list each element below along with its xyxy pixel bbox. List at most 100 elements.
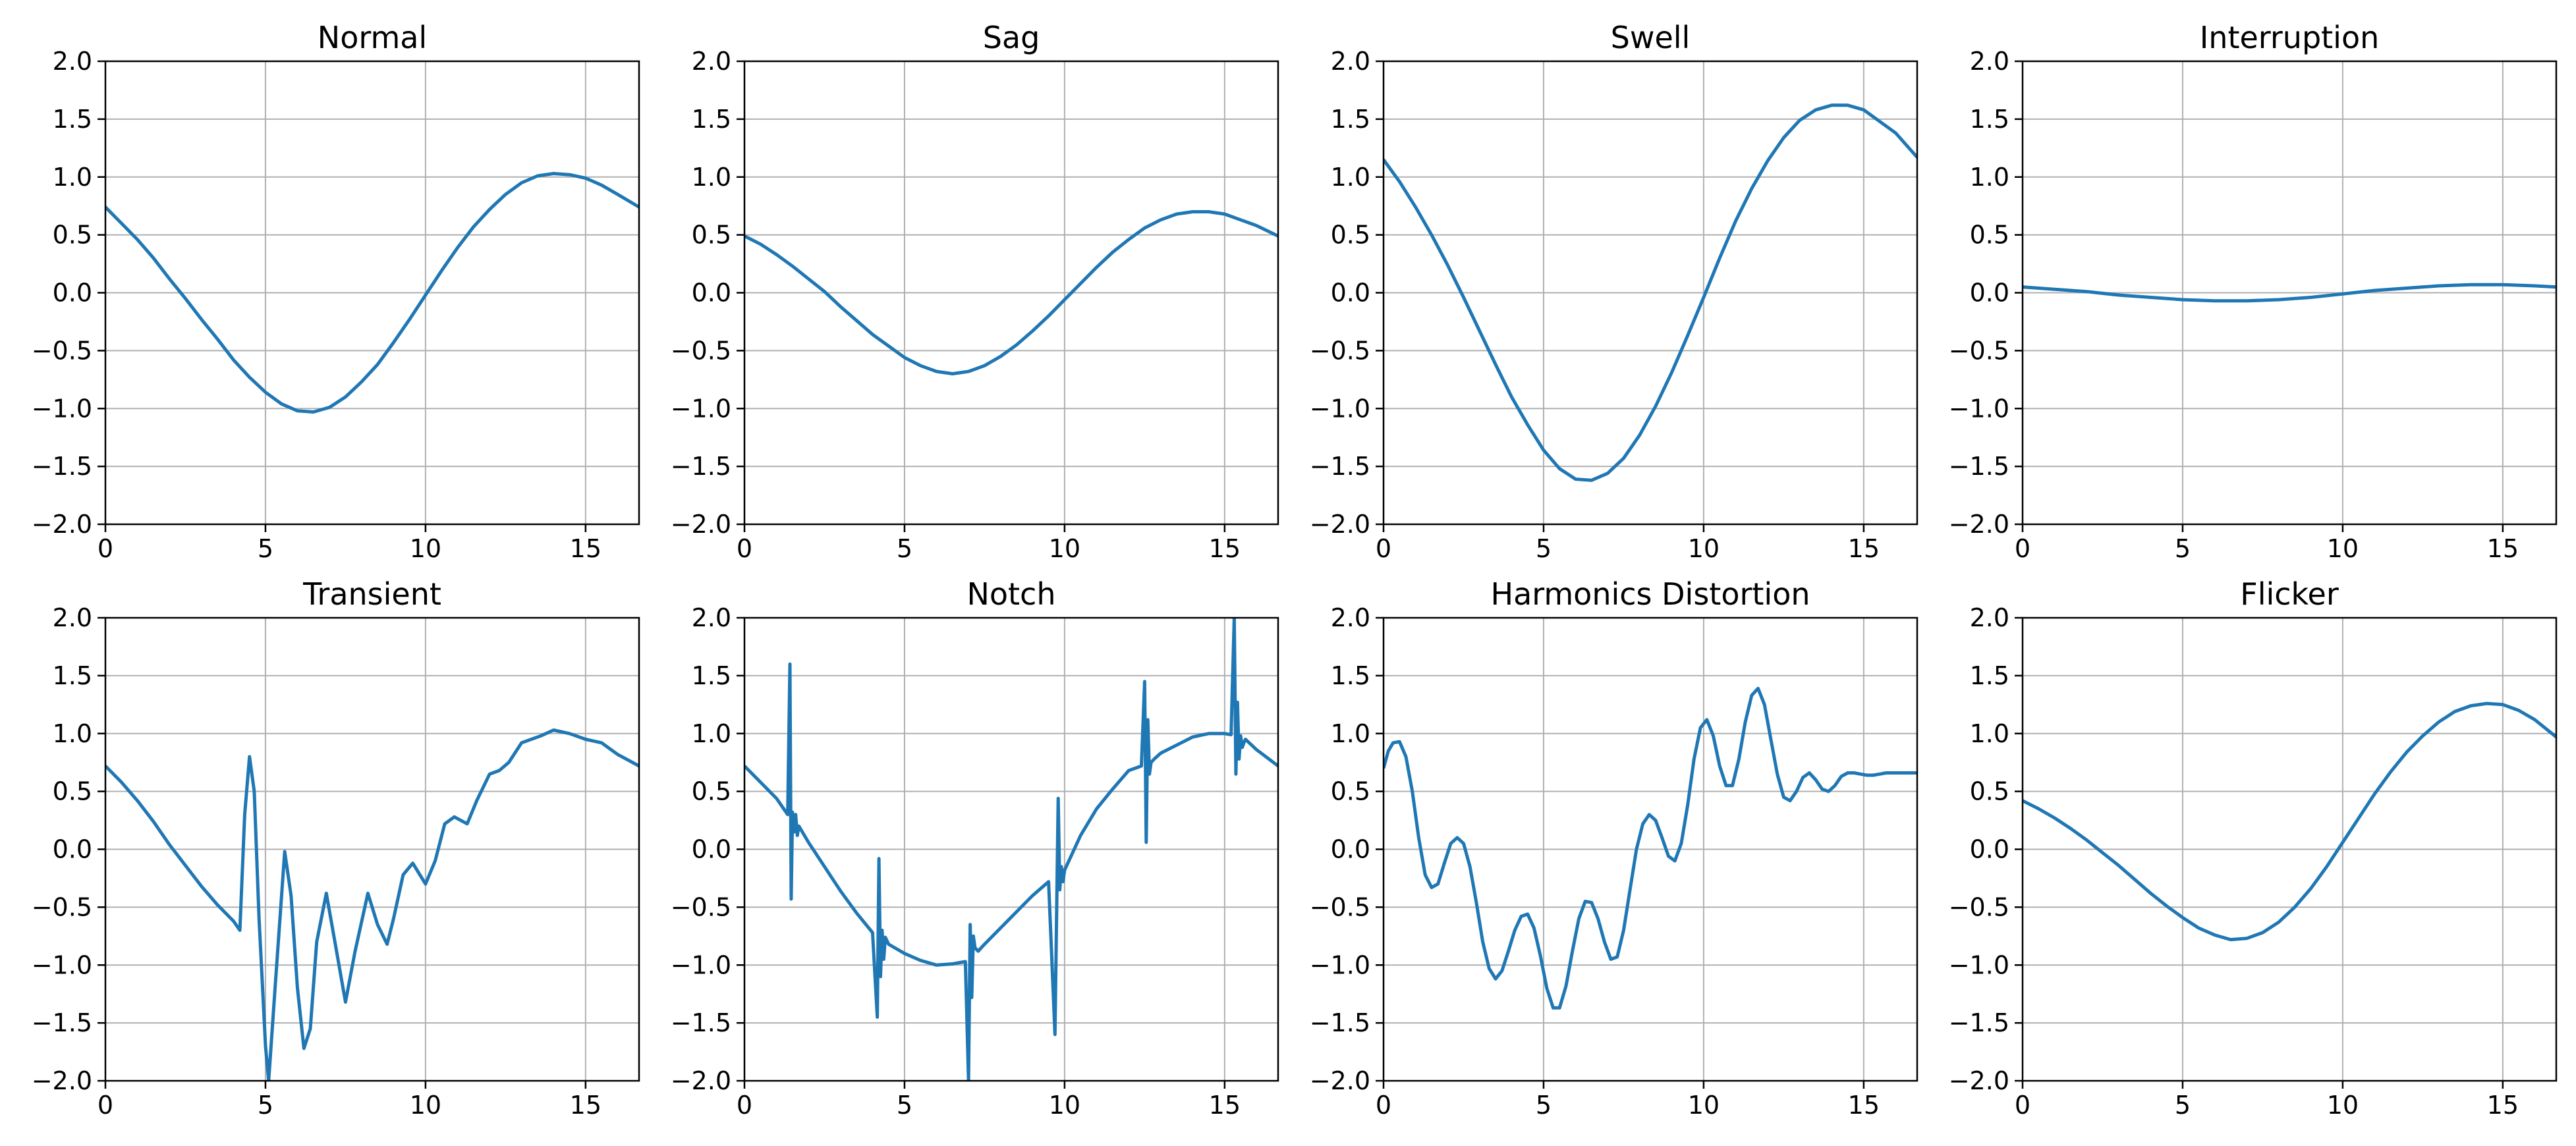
x-tick-label: 0 (98, 1091, 113, 1120)
x-tick-label: 15 (2487, 1091, 2519, 1120)
x-tick-label: 5 (1536, 1091, 1552, 1120)
x-tick-label: 5 (258, 1091, 273, 1120)
y-tick-label: −2.0 (1310, 510, 1370, 539)
x-tick-label: 0 (1376, 1091, 1391, 1120)
y-tick-label: 0.0 (53, 835, 92, 864)
y-tick-label: −2.0 (32, 510, 92, 539)
y-tick-label: 1.5 (692, 661, 731, 690)
x-tick-label: 10 (1049, 1091, 1080, 1120)
y-tick-label: 0.5 (53, 777, 92, 806)
series-line (1384, 103, 1917, 482)
y-tick-label: 2.0 (1970, 47, 2009, 76)
y-tick-label: 1.0 (1331, 163, 1370, 192)
x-tick-label: 5 (897, 534, 912, 563)
subplot-title: Harmonics Distortion (1490, 576, 1810, 612)
y-tick-label: 1.5 (53, 661, 92, 690)
subplot-6: 0 5 10 15 −2.0 −1.5 −1.0 −0.5 0.0 0.5 1.0 1.5 2.0 Not… (671, 576, 1279, 1120)
x-tick-label: 5 (2175, 1091, 2191, 1120)
y-tick-label: 2.0 (692, 603, 731, 632)
x-tick-label: 0 (737, 534, 752, 563)
y-tick-label: −0.5 (32, 336, 92, 365)
x-tick-label: 10 (410, 1091, 441, 1120)
y-tick-label: 2.0 (1331, 603, 1370, 632)
y-tick-label: 1.5 (1970, 661, 2009, 690)
series-line (2023, 283, 2556, 303)
subplot-3: 0 5 10 15 −2.0 −1.5 −1.0 −0.5 0.0 0.5 1.0 1.5 2.0 Swe… (1310, 20, 1918, 563)
y-tick-label: −1.5 (671, 452, 731, 481)
x-tick-label: 0 (2015, 534, 2030, 563)
x-tick-label: 0 (1376, 534, 1391, 563)
x-tick-label: 5 (897, 1091, 912, 1120)
y-tick-label: 0.0 (1331, 279, 1370, 308)
y-tick-label: −1.0 (671, 950, 731, 979)
x-tick-label: 5 (2175, 534, 2191, 563)
subplot-title: Normal (318, 20, 427, 55)
y-tick-label: 0.0 (1970, 835, 2009, 864)
y-tick-label: 2.0 (53, 603, 92, 632)
x-tick-label: 15 (1209, 534, 1241, 563)
y-tick-label: −0.5 (1310, 336, 1370, 365)
y-tick-label: 0.0 (1331, 835, 1370, 864)
y-tick-label: 1.0 (692, 719, 731, 748)
y-tick-label: −0.5 (1949, 336, 2009, 365)
y-tick-label: −2.0 (1310, 1066, 1370, 1095)
y-tick-label: −1.0 (32, 394, 92, 423)
y-tick-label: 1.0 (53, 719, 92, 748)
y-tick-label: 1.5 (692, 105, 731, 134)
y-tick-label: −1.5 (671, 1008, 731, 1037)
x-tick-label: 15 (2487, 534, 2519, 563)
x-tick-label: 15 (570, 1091, 602, 1120)
subplot-title: Sag (983, 20, 1040, 55)
y-tick-label: −2.0 (32, 1066, 92, 1095)
y-tick-label: 0.0 (692, 835, 731, 864)
y-tick-label: 2.0 (1331, 47, 1370, 76)
y-tick-label: 1.0 (1970, 163, 2009, 192)
x-tick-label: 15 (570, 534, 602, 563)
y-tick-label: 1.5 (1970, 105, 2009, 134)
x-tick-label: 10 (1049, 534, 1080, 563)
y-tick-label: 2.0 (53, 47, 92, 76)
x-tick-label: 10 (2327, 534, 2359, 563)
y-tick-label: 1.5 (1331, 105, 1370, 134)
x-tick-label: 10 (1688, 534, 1720, 563)
subplot-2: 0 5 10 15 −2.0 −1.5 −1.0 −0.5 0.0 0.5 1.0 1.5 2.0 Sag (671, 20, 1279, 563)
y-tick-label: −1.0 (671, 394, 731, 423)
y-tick-label: −2.0 (671, 510, 731, 539)
y-tick-label: −1.5 (1949, 1008, 2009, 1037)
series-line (744, 210, 1278, 375)
y-tick-label: −1.5 (1949, 452, 2009, 481)
series-line (105, 172, 639, 414)
y-tick-label: 1.0 (1970, 719, 2009, 748)
y-tick-label: −1.5 (32, 1008, 92, 1037)
x-tick-label: 10 (1688, 1091, 1720, 1120)
x-tick-label: 5 (1536, 534, 1552, 563)
x-tick-label: 15 (1848, 534, 1880, 563)
subplot-8: 0 5 10 15 −2.0 −1.5 −1.0 −0.5 0.0 0.5 1.0 1.5 2.0 Fli… (1949, 576, 2558, 1120)
y-tick-label: 0.5 (692, 221, 731, 250)
x-tick-label: 0 (2015, 1091, 2030, 1120)
subplot-7: 0 5 10 15 −2.0 −1.5 −1.0 −0.5 0.0 0.5 1.0 1.5 2.0 Har… (1310, 576, 1918, 1120)
y-tick-label: −0.5 (671, 892, 731, 921)
y-tick-label: 1.0 (1331, 719, 1370, 748)
y-tick-label: 0.5 (1331, 777, 1370, 806)
x-tick-label: 0 (737, 1091, 752, 1120)
y-tick-label: −1.0 (1949, 950, 2009, 979)
y-tick-label: 1.0 (53, 163, 92, 192)
subplot-5: 0 5 10 15 −2.0 −1.5 −1.0 −0.5 0.0 0.5 1.0 1.5 2.0 Tra… (32, 576, 640, 1120)
x-tick-label: 15 (1848, 1091, 1880, 1120)
x-tick-label: 10 (410, 534, 441, 563)
series-line (1384, 686, 1917, 1010)
subplot-title: Interruption (2200, 20, 2380, 55)
y-tick-label: 0.5 (1331, 221, 1370, 250)
y-tick-label: 0.5 (692, 777, 731, 806)
series-line (105, 728, 639, 1081)
x-tick-label: 5 (258, 534, 273, 563)
y-tick-label: 2.0 (1970, 603, 2009, 632)
y-tick-label: −2.0 (1949, 1066, 2009, 1095)
y-tick-label: −0.5 (671, 336, 731, 365)
x-tick-label: 10 (2327, 1091, 2359, 1120)
subplot-title: Notch (966, 576, 1055, 612)
subplot-title: Transient (302, 576, 441, 612)
subplot-1: 0 5 10 15 −2.0 −1.5 −1.0 −0.5 0.0 0.5 1.0 1.5 2.0 Nor… (32, 20, 640, 563)
